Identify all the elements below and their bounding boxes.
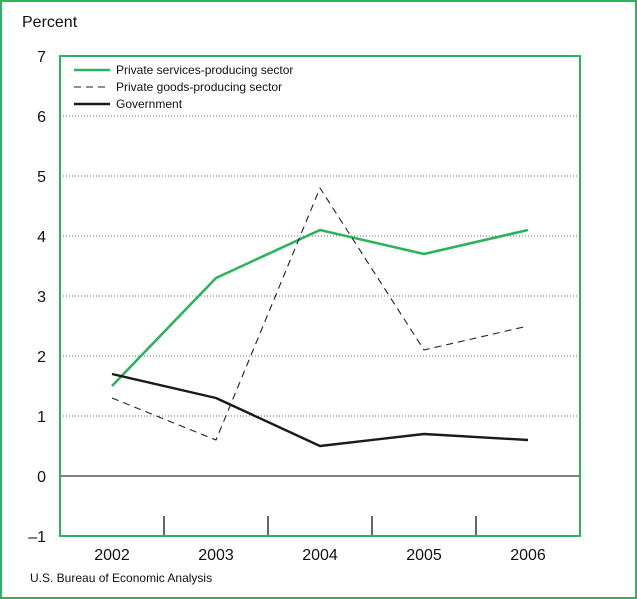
x-tick-label: 2005 xyxy=(406,547,442,564)
y-axis-ticks: –1 0 1 2 3 4 5 6 7 xyxy=(28,49,46,546)
y-tick-label: 1 xyxy=(37,409,46,426)
y-tick-label: 3 xyxy=(37,289,46,306)
x-tick-label: 2003 xyxy=(198,547,234,564)
series-line-government xyxy=(111,372,529,448)
legend: Private services-producing sector Private… xyxy=(74,63,293,111)
grid-lines xyxy=(60,115,580,477)
plot-area-frame xyxy=(59,55,581,537)
y-tick-label: 2 xyxy=(37,349,46,366)
y-axis-unit-label: Percent xyxy=(22,14,78,31)
x-tick-label: 2002 xyxy=(94,547,130,564)
y-tick-label: 5 xyxy=(37,169,46,186)
series-line-goods xyxy=(111,187,529,441)
legend-label-services: Private services-producing sector xyxy=(116,63,293,77)
y-tick-label: 7 xyxy=(37,49,46,66)
x-tick-label: 2006 xyxy=(510,547,546,564)
x-axis-ticks: 2002 2003 2004 2005 2006 xyxy=(94,516,546,564)
y-tick-label: –1 xyxy=(28,529,46,546)
y-tick-label: 4 xyxy=(37,229,46,246)
x-tick-label: 2004 xyxy=(302,547,338,564)
y-tick-label: 0 xyxy=(37,469,46,486)
data-series xyxy=(111,187,529,448)
y-tick-label: 6 xyxy=(37,109,46,126)
series-line-services xyxy=(111,228,529,387)
legend-label-government: Government xyxy=(116,97,183,111)
source-note: U.S. Bureau of Economic Analysis xyxy=(30,571,212,585)
legend-label-goods: Private goods-producing sector xyxy=(116,80,282,94)
